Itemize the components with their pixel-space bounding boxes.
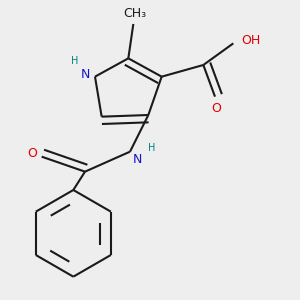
Text: CH₃: CH₃ <box>123 7 147 20</box>
Text: N: N <box>133 153 142 166</box>
Text: O: O <box>212 102 222 115</box>
Text: O: O <box>27 147 37 160</box>
Text: OH: OH <box>242 34 261 47</box>
Text: N: N <box>81 68 90 82</box>
Text: H: H <box>148 143 156 153</box>
Text: H: H <box>71 56 79 66</box>
